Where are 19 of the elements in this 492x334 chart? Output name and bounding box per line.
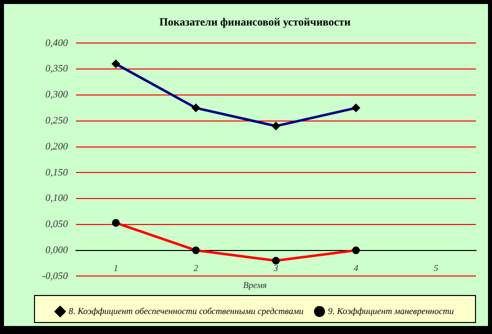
y-tick-label: 0,250: [45, 115, 68, 126]
x-tick-label: 5: [434, 263, 439, 274]
y-tick-label: 0,350: [45, 64, 68, 75]
x-axis-title: Время: [243, 280, 267, 290]
chart-title: Показатели финансовой устойчивости: [159, 16, 352, 28]
y-tick-label: 0,050: [45, 219, 68, 230]
y-tick-label: 0,100: [45, 193, 68, 204]
x-tick-label: 3: [272, 263, 279, 274]
y-tick-label: 0,200: [45, 141, 68, 152]
y-tick-label: -0,050: [42, 270, 68, 282]
legend-label: 9. Коэффициент маневренности: [328, 306, 454, 316]
y-tick-label: 0,150: [45, 167, 68, 178]
legend-label: 8. Коэффициент обеспеченности собственными средствами: [68, 306, 304, 316]
y-tick-label: 0,000: [45, 244, 68, 256]
y-tick-label: 0,300: [45, 90, 68, 101]
y-tick-label: 0,400: [45, 38, 68, 49]
x-tick-label: 2: [194, 263, 199, 274]
x-tick-label: 4: [354, 263, 359, 274]
x-tick-label: 1: [114, 263, 118, 274]
